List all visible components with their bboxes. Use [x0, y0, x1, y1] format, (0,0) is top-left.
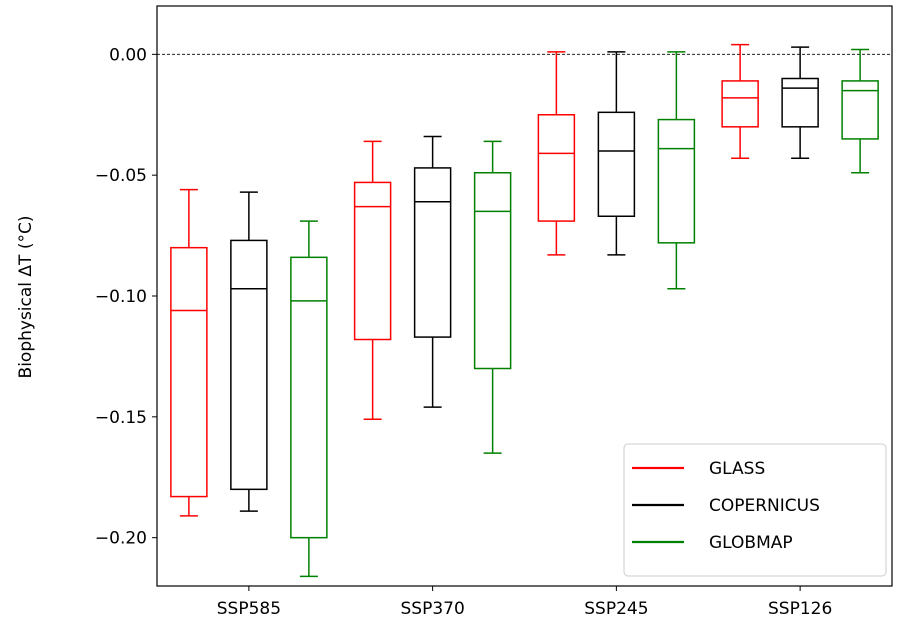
- box-iqr: [353, 181, 392, 341]
- legend-label-copernicus: COPERNICUS: [709, 496, 820, 516]
- legend-label-glass: GLASS: [709, 459, 765, 479]
- box-glass-ssp126: [721, 43, 759, 159]
- box-globmap-ssp126: [841, 48, 879, 174]
- box-globmap-ssp585: [290, 220, 328, 578]
- box-iqr: [413, 167, 452, 338]
- y-tick-label: −0.20: [95, 529, 147, 549]
- y-tick-label: 0.00: [109, 45, 147, 65]
- y-tick-label: −0.05: [95, 166, 147, 186]
- box-glass-ssp370: [353, 140, 392, 420]
- box-iqr: [537, 114, 576, 222]
- y-axis-label: Biophysical ΔT (°C): [16, 216, 36, 379]
- box-globmap-ssp245: [657, 51, 696, 290]
- y-tick-label: −0.15: [95, 408, 147, 428]
- box-copernicus-ssp370: [413, 135, 452, 408]
- box-iqr: [170, 246, 208, 498]
- x-tick-label: SSP585: [217, 599, 281, 619]
- box-iqr: [781, 77, 819, 128]
- plot-area: 0.00 −0.05 −0.10 −0.15 −0.20 SSP585 SSP370 SSP2…: [95, 5, 893, 619]
- box-iqr: [841, 80, 879, 140]
- x-tick-label: SSP370: [400, 599, 464, 619]
- y-tick-label: −0.10: [95, 287, 147, 307]
- x-tick-label: SSP126: [768, 599, 832, 619]
- box-iqr: [473, 172, 512, 370]
- legend: GLASS COPERNICUS GLOBMAP: [623, 443, 887, 577]
- box-iqr: [290, 256, 328, 539]
- box-glass-ssp245: [537, 51, 576, 256]
- box-iqr: [597, 111, 636, 217]
- legend-label-globmap: GLOBMAP: [709, 533, 793, 553]
- box-globmap-ssp370: [473, 140, 512, 454]
- box-copernicus-ssp126: [781, 46, 819, 159]
- box-glass-ssp585: [170, 188, 208, 517]
- x-tick-label: SSP245: [584, 599, 648, 619]
- box-iqr: [657, 118, 696, 244]
- box-iqr: [230, 239, 268, 491]
- box-copernicus-ssp585: [230, 191, 268, 512]
- legend-box: [623, 443, 887, 577]
- box-copernicus-ssp245: [597, 51, 636, 256]
- box-iqr: [721, 80, 759, 128]
